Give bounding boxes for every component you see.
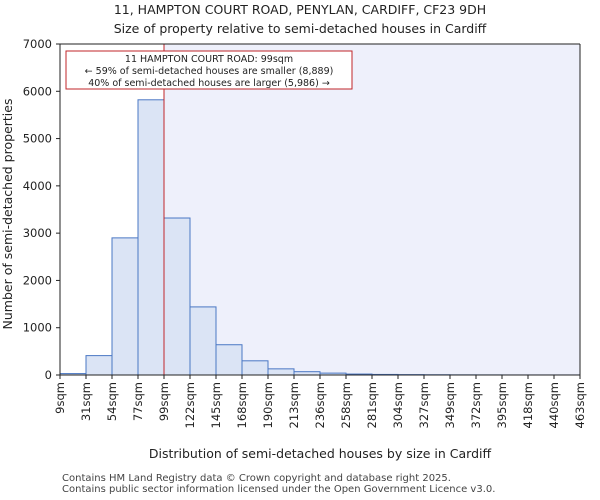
x-tick-label: 145sqm [209, 382, 223, 428]
y-tick-label: 3000 [23, 226, 52, 240]
bar-122sqm [189, 306, 217, 376]
x-axis-label: Distribution of semi-detached houses by … [149, 446, 492, 461]
footer-line-1: Contains HM Land Registry data © Crown c… [62, 473, 451, 484]
annotation-line-3: 40% of semi-detached houses are larger (… [88, 78, 330, 89]
y-tick-label: 5000 [23, 132, 52, 146]
x-tick-label: 77sqm [131, 382, 145, 421]
x-tick-label: 372sqm [469, 382, 483, 428]
annotation-line-1: 11 HAMPTON COURT ROAD: 99sqm [125, 54, 293, 65]
y-tick-label: 7000 [23, 37, 52, 51]
y-tick-label: 0 [45, 368, 52, 382]
x-tick-label: 327sqm [417, 382, 431, 428]
x-tick-label: 54sqm [105, 382, 119, 421]
bar-77sqm [137, 99, 165, 376]
bar-145sqm [215, 344, 243, 376]
x-tick-label: 281sqm [365, 382, 379, 428]
x-tick-label: 395sqm [495, 382, 509, 428]
annotation-border [65, 50, 353, 90]
x-tick-label: 213sqm [287, 382, 301, 428]
annotation-line-2: ← 59% of semi-detached houses are smalle… [85, 66, 334, 77]
x-tick-label: 349sqm [443, 382, 457, 428]
bar-99sqm [163, 217, 191, 376]
y-tick-label: 1000 [23, 321, 52, 335]
x-tick-label: 418sqm [521, 382, 535, 428]
x-tick-label: 190sqm [261, 382, 275, 428]
x-tick-label: 122sqm [183, 382, 197, 428]
bar-54sqm [111, 237, 139, 376]
chart-subtitle: Size of property relative to semi-detach… [114, 21, 487, 36]
x-tick-label: 236sqm [313, 382, 327, 428]
footer-line-2: Contains public sector information licen… [62, 484, 496, 495]
bar-190sqm [267, 368, 295, 376]
highlight-band [164, 44, 580, 375]
x-tick-label: 304sqm [391, 382, 405, 428]
annotation-box: 11 HAMPTON COURT ROAD: 99sqm ← 59% of se… [65, 50, 353, 90]
y-tick-label: 6000 [23, 84, 52, 98]
x-ticks: 9sqm 31sqm 54sqm 77sqm 99sqm 122sqm 145sqm 168s… [53, 375, 587, 428]
y-ticks: 0 1000 2000 3000 4000 5000 6000 7000 [23, 37, 60, 382]
bar-31sqm [85, 355, 113, 376]
y-axis-label: Number of semi-detached properties [0, 99, 15, 330]
x-tick-label: 258sqm [339, 382, 353, 428]
x-tick-label: 9sqm [53, 382, 67, 414]
x-tick-label: 463sqm [573, 382, 587, 428]
x-tick-label: 440sqm [547, 382, 561, 428]
chart-title: 11, HAMPTON COURT ROAD, PENYLAN, CARDIFF… [114, 2, 486, 17]
y-tick-label: 2000 [23, 273, 52, 287]
bar-168sqm [241, 360, 269, 376]
x-tick-label: 31sqm [79, 382, 93, 421]
x-tick-label: 168sqm [235, 382, 249, 428]
x-tick-label: 99sqm [157, 382, 171, 421]
y-tick-label: 4000 [23, 179, 52, 193]
